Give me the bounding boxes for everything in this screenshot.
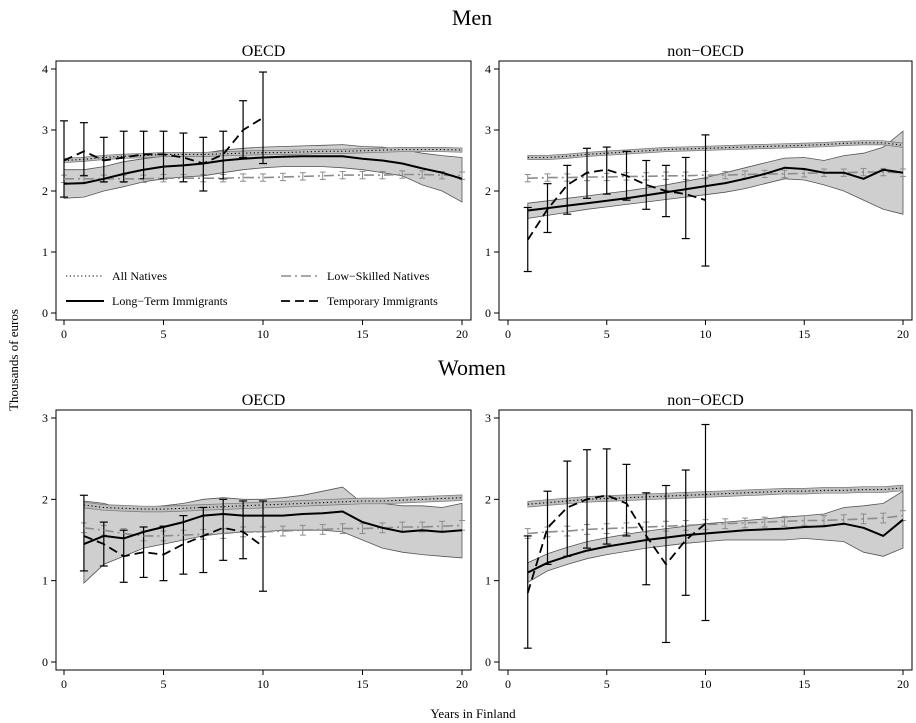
- panel-3: non−OECD 0 5 10 15 20 0 1 2 3: [485, 392, 913, 691]
- panel-0: OECD 0 5 10 15 20 0 1 2 3 4 All Natives Low−Skilled …: [42, 43, 472, 341]
- y-tick-label: 4: [42, 62, 48, 76]
- x-tick-label: 5: [604, 327, 610, 341]
- x-tick-label: 5: [161, 327, 167, 341]
- y-tick-label: 2: [485, 184, 491, 198]
- legend-label-temporary-immigrants: Temporary Immigrants: [327, 294, 438, 308]
- x-tick-label: 0: [61, 677, 67, 691]
- long-term-ci-band: [527, 130, 904, 219]
- all-natives-band: [527, 484, 904, 508]
- all-natives-band: [83, 494, 463, 513]
- series-line-temporary-immigrants: [526, 494, 707, 594]
- x-axis-label: Years in Finland: [430, 706, 516, 721]
- y-tick-label: 3: [42, 411, 48, 425]
- x-tick-label: 20: [897, 327, 909, 341]
- series-line-low-skilled-natives: [527, 514, 904, 535]
- y-tick-label: 1: [42, 574, 48, 588]
- panel-1: non−OECD 0 5 10 15 20 0 1 2 3 4: [485, 43, 913, 341]
- series-line-low-skilled-natives: [527, 171, 904, 179]
- x-tick-label: 10: [257, 327, 269, 341]
- x-tick-label: 0: [505, 677, 511, 691]
- panel-title: OECD: [242, 43, 286, 60]
- x-tick-label: 10: [700, 677, 712, 691]
- y-tick-label: 1: [42, 245, 48, 259]
- y-tick-label: 4: [485, 62, 491, 76]
- y-tick-label: 2: [42, 492, 48, 506]
- panel-title: non−OECD: [667, 43, 744, 60]
- x-tick-label: 15: [798, 677, 810, 691]
- y-tick-label: 3: [485, 123, 491, 137]
- series-line-temporary-immigrants: [63, 117, 264, 165]
- group-title-women: Women: [438, 355, 506, 380]
- x-tick-label: 20: [456, 327, 468, 341]
- legend-label-long-term-immigrants: Long−Term Immigrants: [112, 294, 228, 308]
- series-line-all-natives: [83, 497, 463, 510]
- x-tick-label: 10: [257, 677, 269, 691]
- series-line-long-term-immigrants: [83, 510, 463, 546]
- y-axis-label: Thousands of euros: [6, 309, 21, 411]
- y-tick-label: 2: [42, 184, 48, 198]
- x-tick-label: 0: [61, 327, 67, 341]
- series-line-temporary-immigrants: [83, 526, 264, 558]
- series-line-long-term-immigrants: [527, 166, 904, 212]
- x-tick-label: 10: [700, 327, 712, 341]
- y-tick-label: 0: [485, 306, 491, 320]
- x-tick-label: 5: [604, 677, 610, 691]
- y-tick-label: 1: [485, 245, 491, 259]
- y-tick-label: 0: [42, 306, 48, 320]
- x-tick-label: 0: [505, 327, 511, 341]
- x-tick-label: 5: [161, 677, 167, 691]
- y-tick-label: 0: [42, 655, 48, 669]
- legend-label-all-natives: All Natives: [112, 269, 167, 283]
- x-tick-label: 15: [357, 677, 369, 691]
- y-tick-label: 3: [485, 411, 491, 425]
- legend: All Natives Low−Skilled Natives Long−Term …: [66, 269, 438, 308]
- series-line-long-term-immigrants: [527, 518, 904, 574]
- panel-title: OECD: [242, 392, 286, 409]
- long-term-ci-band: [527, 490, 904, 583]
- group-title-men: Men: [452, 5, 492, 30]
- x-tick-label: 15: [357, 327, 369, 341]
- x-tick-label: 20: [897, 677, 909, 691]
- y-tick-label: 1: [485, 574, 491, 588]
- legend-label-low-skilled-natives: Low−Skilled Natives: [327, 269, 430, 283]
- series-line-low-skilled-natives: [64, 173, 463, 180]
- y-tick-label: 2: [485, 492, 491, 506]
- x-tick-label: 20: [456, 677, 468, 691]
- x-tick-label: 15: [798, 327, 810, 341]
- y-tick-label: 3: [42, 123, 48, 137]
- series-line-temporary-immigrants: [527, 168, 706, 241]
- series-line-long-term-immigrants: [63, 155, 463, 185]
- panel-2: OECD 0 5 10 15 20 0 1 2 3: [42, 392, 472, 691]
- panel-title: non−OECD: [667, 392, 744, 409]
- y-tick-label: 0: [485, 655, 491, 669]
- series-line-low-skilled-natives: [83, 524, 463, 537]
